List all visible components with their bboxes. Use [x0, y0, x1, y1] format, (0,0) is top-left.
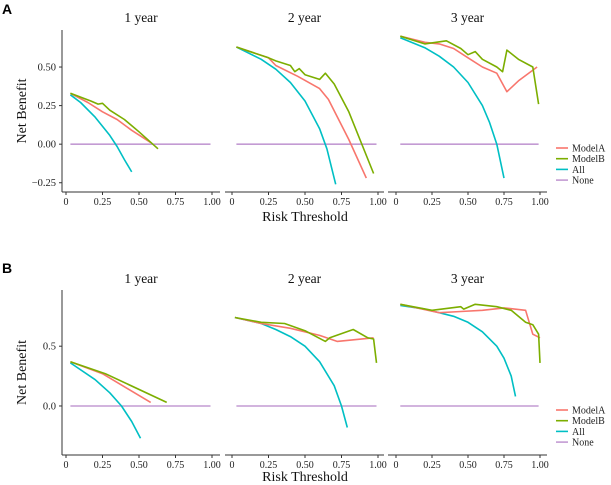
x-tick-label: 0.25 [94, 460, 112, 471]
facet-title: 2 year [288, 271, 322, 286]
legend-label: ModelB [572, 416, 605, 427]
y-axis-title: Net Benefit [15, 340, 30, 405]
legend-label: All [572, 427, 585, 438]
x-tick-label: 0.75 [333, 460, 351, 471]
y-tick-label: 0.25 [38, 101, 56, 112]
series-line-modelb [236, 46, 375, 174]
x-tick-label: 0.25 [423, 197, 441, 208]
y-tick-label: 0.0 [43, 401, 56, 412]
x-tick-label: 1.00 [203, 460, 221, 471]
x-tick-label: 0.50 [130, 197, 148, 208]
facet-title: 1 year [124, 271, 158, 286]
x-tick-label: 0 [230, 460, 235, 471]
legend-label: ModelB [572, 154, 605, 165]
x-tick-label: 0.25 [423, 460, 441, 471]
x-tick-label: 0.75 [167, 197, 185, 208]
x-tick-label: 0.75 [167, 460, 185, 471]
series-line-all [69, 94, 133, 173]
series-line-modelb [234, 316, 378, 363]
series-line-all [234, 316, 349, 428]
x-tick-label: 0.75 [495, 197, 513, 208]
x-tick-label: 0.75 [495, 460, 513, 471]
x-tick-label: 1.00 [369, 197, 387, 208]
legend-label: None [572, 438, 594, 449]
y-tick-label: 0.00 [38, 140, 56, 151]
x-tick-label: 0.50 [130, 460, 148, 471]
series-line-modela [70, 92, 152, 144]
series-line-modelb [70, 92, 159, 150]
x-axis-title: Risk Threshold [262, 210, 348, 225]
x-tick-label: 1.00 [531, 197, 549, 208]
x-tick-label: 0.25 [260, 197, 278, 208]
legend-label: ModelA [572, 406, 606, 417]
series-line-modela [234, 316, 374, 343]
series-line-all [69, 362, 142, 439]
y-tick-label: 0.50 [38, 63, 56, 74]
series-line-all [399, 36, 505, 179]
x-tick-label: 1.00 [203, 197, 221, 208]
series-line-modela [400, 303, 541, 339]
legend-label: All [572, 165, 585, 176]
series-line-modela [236, 46, 368, 179]
x-tick-label: 0 [394, 460, 399, 471]
x-tick-label: 0 [64, 460, 69, 471]
legend-label: ModelA [572, 144, 606, 155]
series-line-all [400, 304, 517, 397]
x-tick-label: 1.00 [369, 460, 387, 471]
x-tick-label: 0 [64, 197, 69, 208]
series-line-modelb [70, 360, 168, 404]
x-tick-label: 0.50 [296, 460, 314, 471]
y-tick-label: −0.25 [32, 178, 56, 189]
series-line-all [236, 46, 337, 185]
x-tick-label: 0.50 [296, 197, 314, 208]
panel-label: A [2, 1, 12, 17]
x-tick-label: 0.75 [333, 197, 351, 208]
x-axis-title: Risk Threshold [262, 470, 348, 485]
panel-label: B [2, 260, 12, 276]
facet-title: 1 year [124, 10, 158, 25]
facet-title: 3 year [451, 271, 485, 286]
x-tick-label: 0.25 [260, 460, 278, 471]
x-tick-label: 0 [230, 197, 235, 208]
series-line-modelb [400, 303, 541, 363]
facet-title: 2 year [288, 10, 322, 25]
y-axis-title: Net Benefit [15, 78, 30, 143]
x-tick-label: 0.50 [459, 460, 477, 471]
facet-title: 3 year [451, 10, 485, 25]
x-tick-label: 0.25 [94, 197, 112, 208]
y-tick-label: 0.5 [43, 342, 56, 353]
series-line-modela [70, 360, 152, 404]
x-tick-label: 1.00 [531, 460, 549, 471]
x-tick-label: 0 [394, 197, 399, 208]
legend-label: None [572, 176, 594, 187]
x-tick-label: 0.50 [459, 197, 477, 208]
series-line-modelb [400, 35, 540, 105]
